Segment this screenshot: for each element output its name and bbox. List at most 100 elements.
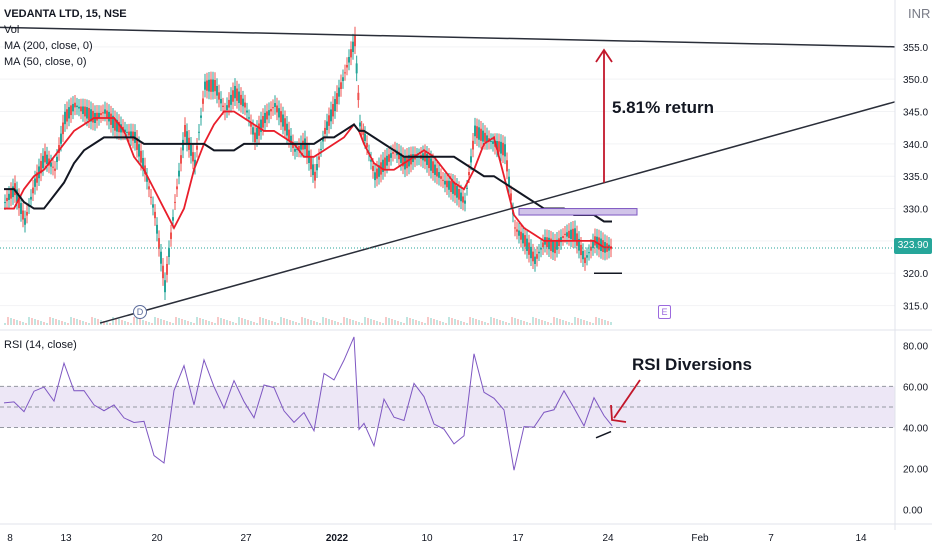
candle-body [486, 135, 488, 142]
candle-body [552, 239, 554, 253]
volume-bar [301, 317, 303, 325]
volume-bar [121, 320, 123, 325]
candle-body [70, 105, 72, 116]
candle-body [464, 200, 466, 204]
candle-body [112, 115, 114, 128]
candle-body [360, 128, 363, 130]
candle-body [114, 118, 116, 131]
candle-body [212, 79, 214, 92]
candle-body [570, 229, 572, 240]
volume-bar [97, 319, 99, 325]
candle-body [362, 131, 365, 135]
volume-bar [406, 317, 408, 325]
candle-body [62, 122, 64, 135]
earnings-badge[interactable]: E [658, 305, 671, 319]
candle-body [140, 150, 142, 163]
volume-bar [298, 323, 300, 325]
candle-body [346, 64, 348, 68]
candle-body [540, 247, 542, 250]
candle-body [54, 168, 56, 171]
candle-body [32, 187, 34, 194]
volume-bar [79, 320, 81, 325]
time-tick-label: 2022 [326, 533, 349, 544]
volume-bar [448, 317, 450, 325]
candle-body [502, 142, 504, 156]
candle-body [542, 242, 544, 248]
volume-bar [451, 318, 453, 325]
candle-body [138, 144, 140, 157]
volume-bar [544, 321, 546, 325]
volume-bar [94, 318, 96, 325]
candle-body [184, 124, 186, 137]
volume-bar [184, 320, 186, 325]
volume-bar [604, 320, 606, 325]
volume-bar [175, 317, 177, 325]
candle-body [110, 113, 112, 125]
candle-body [436, 168, 438, 177]
volume-bar [610, 322, 612, 325]
volume-bar [37, 320, 39, 325]
volume-bar [55, 319, 57, 325]
candle-body [472, 140, 474, 150]
volume-bar [340, 323, 342, 325]
candle-body [316, 164, 318, 171]
candle-body [392, 152, 394, 154]
candle-body [160, 251, 162, 264]
volume-bar [364, 317, 366, 325]
dividend-badge[interactable]: D [133, 305, 147, 319]
candle-body [6, 197, 8, 202]
candle-body [538, 251, 540, 254]
candle-body [20, 203, 22, 215]
volume-bar [328, 319, 330, 325]
candle-body [574, 228, 576, 241]
volume-bar [385, 317, 387, 325]
volume-bar [217, 317, 219, 325]
candle-body [462, 196, 464, 203]
volume-bar [31, 318, 33, 325]
candle-body [398, 151, 400, 160]
volume-bar [376, 321, 378, 325]
candle-body [560, 237, 562, 243]
volume-bar [442, 322, 444, 325]
volume-bar [439, 321, 441, 325]
candle-body [288, 129, 290, 141]
candle-body [344, 72, 346, 74]
time-tick-label: 7 [768, 533, 774, 544]
rsi-tick-label: 0.00 [903, 506, 923, 517]
volume-bar [397, 321, 399, 325]
rsi-legend: RSI (14, close) [4, 339, 77, 351]
candle-body [384, 157, 386, 169]
rsi-annotation: RSI Diversions [632, 355, 752, 374]
candle-body [296, 148, 298, 150]
volume-bar [163, 320, 165, 325]
candle-body [334, 98, 336, 112]
candle-body [106, 110, 108, 118]
candle-body [516, 229, 518, 232]
currency-label[interactable]: INR [908, 6, 931, 21]
volume-bar [244, 319, 246, 325]
candle-body [400, 153, 402, 163]
volume-bar [19, 321, 21, 325]
volume-bar [277, 323, 279, 325]
candle-body [72, 103, 74, 112]
candle-body [448, 180, 450, 190]
volume-bar [418, 321, 420, 325]
candle-body [294, 148, 296, 152]
candle-body [84, 106, 86, 117]
candle-body [30, 196, 32, 200]
candle-body [592, 241, 594, 249]
candle-body [92, 110, 94, 123]
candle-body [432, 161, 434, 174]
candle-body [206, 80, 208, 91]
volume-bar [319, 323, 321, 325]
volume-bar [22, 322, 24, 325]
candle-body [56, 156, 58, 163]
volume-bar [400, 322, 402, 325]
volume-bar [526, 322, 528, 325]
volume-bar [388, 318, 390, 325]
volume-bar [124, 321, 126, 325]
volume-bar [151, 323, 153, 325]
candle-body [428, 155, 430, 169]
candle-body [78, 106, 80, 109]
